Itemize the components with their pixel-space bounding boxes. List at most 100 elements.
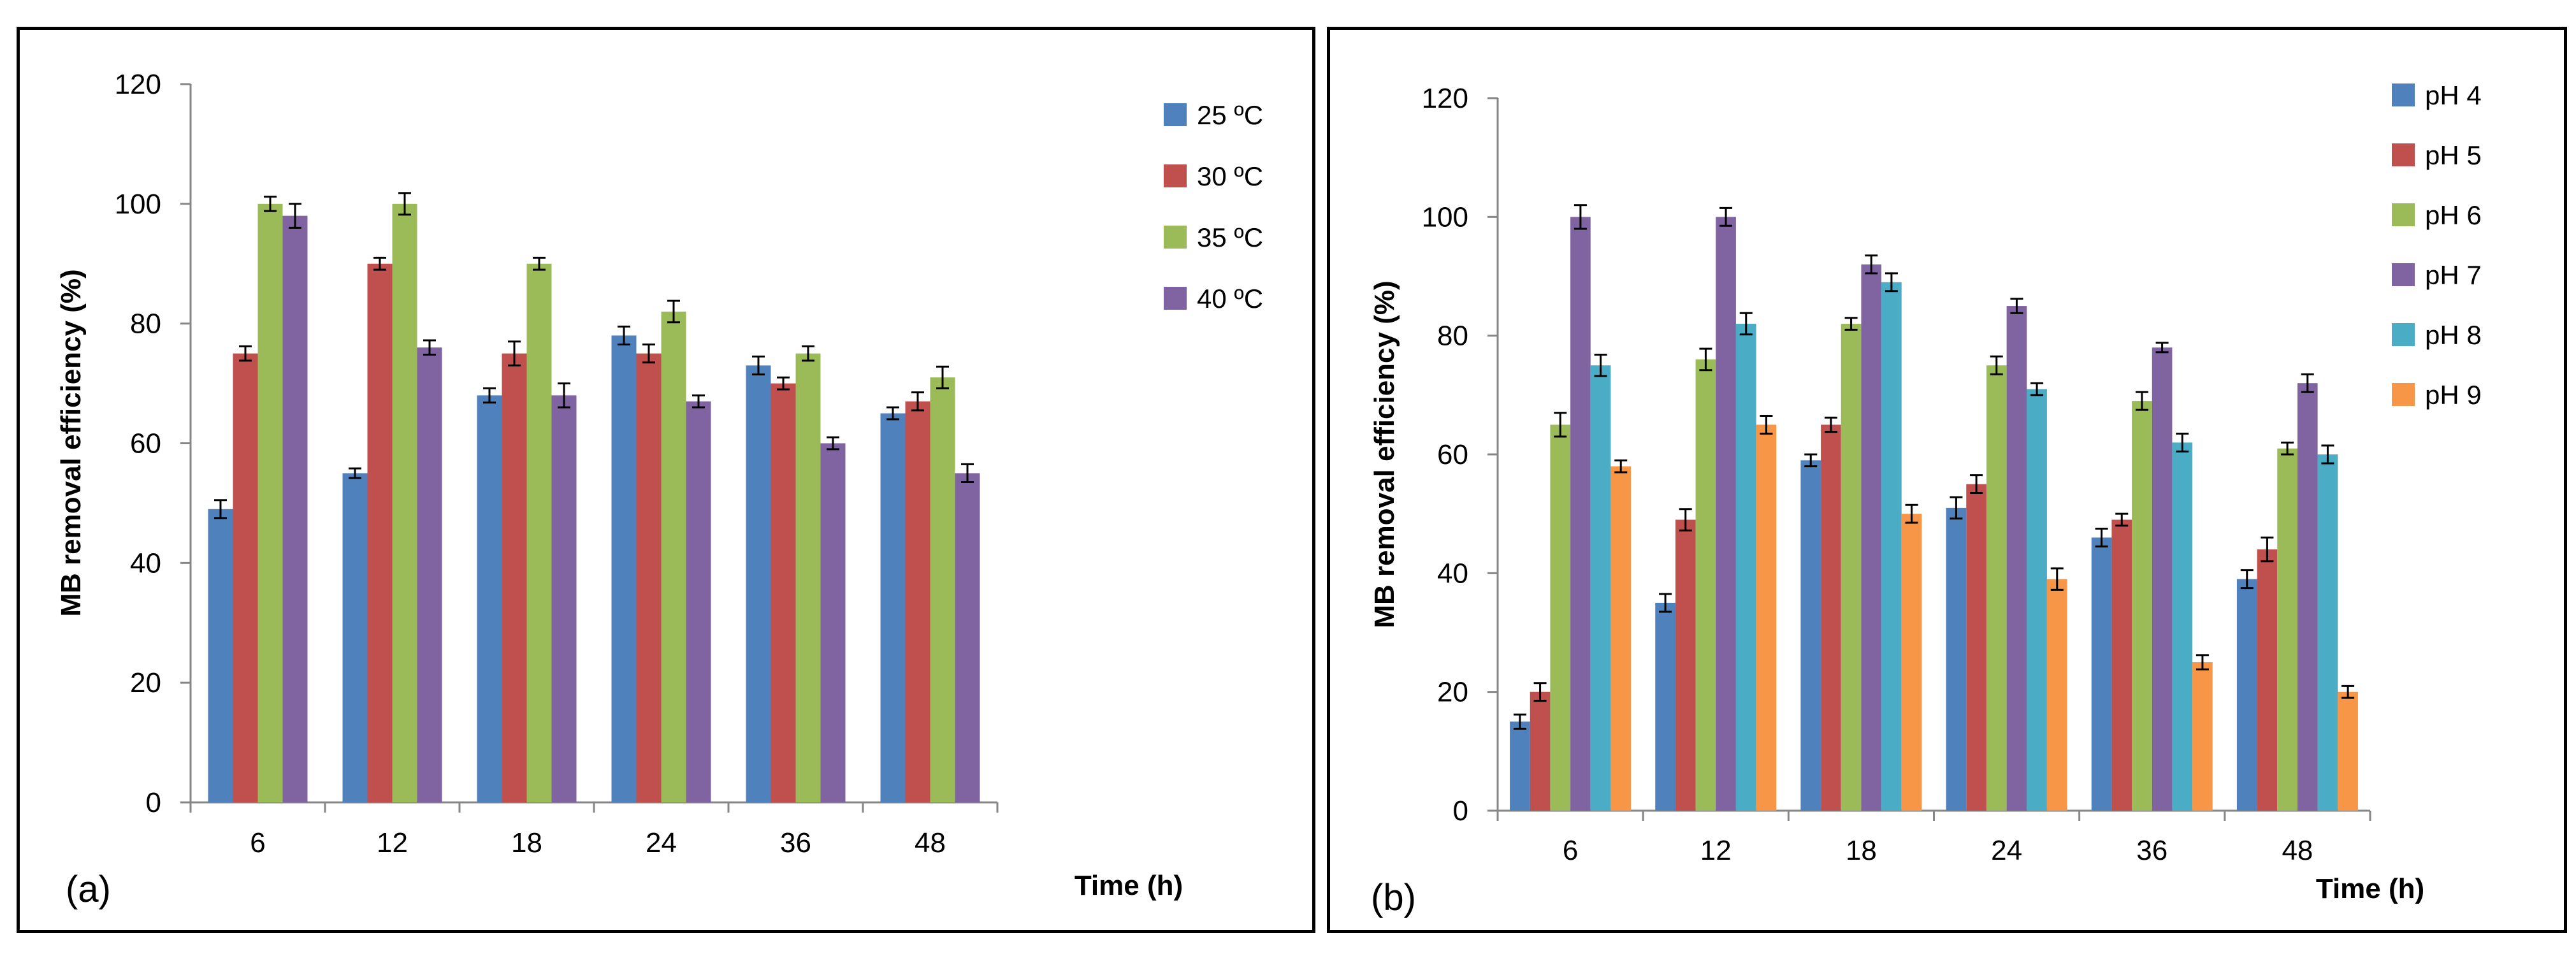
y-tick-label: 120	[115, 69, 161, 100]
bar-ph-4-12	[1655, 602, 1675, 811]
bar-ph-4-6	[1510, 721, 1530, 811]
chart-a-svg: 0 20 40 60 80 100 120 6 12 18 24 36 48 MB removal eff…	[55, 69, 1263, 910]
y-tick-label: 40	[130, 547, 161, 579]
x-tick-label: 24	[646, 827, 677, 858]
y-axis-title: MB removal efficiency (%)	[1369, 280, 1400, 628]
bar-25-c-18	[477, 395, 502, 802]
x-tick-label: 12	[1700, 835, 1732, 866]
x-tick-label: 36	[780, 827, 811, 858]
y-tick-label: 40	[1437, 558, 1468, 589]
bar-ph-9-6	[1610, 466, 1632, 811]
legend-label: pH 9	[2425, 380, 2482, 410]
bar-ph-4-48	[2236, 579, 2257, 811]
bar-ph-7-24	[2006, 306, 2027, 811]
y-tick-label: 100	[115, 189, 161, 220]
bar-25-c-24	[611, 335, 637, 802]
bar-ph-6-36	[2132, 401, 2152, 811]
bar-35-c-36	[795, 353, 821, 802]
x-tick-label: 48	[915, 827, 946, 858]
bar-ph-8-36	[2172, 442, 2193, 811]
y-tick-label: 60	[130, 428, 161, 460]
bar-ph-7-48	[2297, 383, 2318, 811]
y-tick-label: 20	[130, 667, 161, 699]
bar-ph-9-36	[2192, 662, 2213, 811]
legend-swatch	[2392, 203, 2415, 226]
bar-40-c-36	[820, 443, 846, 802]
bar-ph-4-24	[1946, 507, 1967, 811]
legend-label: pH 7	[2425, 260, 2482, 290]
bar-25-c-12	[342, 473, 368, 802]
bar-ph-9-12	[1756, 424, 1777, 811]
bar-ph-6-6	[1550, 424, 1571, 811]
legend-label: 40 ºC	[1197, 284, 1263, 314]
bar-ph-6-48	[2277, 448, 2297, 811]
x-tick-label: 18	[511, 827, 542, 858]
bar-40-c-24	[686, 401, 711, 802]
bar-ph-5-18	[1821, 424, 1841, 811]
bar-ph-7-18	[1861, 264, 1882, 811]
bar-30-c-48	[905, 401, 930, 802]
legend-swatch	[1164, 103, 1187, 126]
bar-ph-6-24	[1986, 365, 2007, 811]
bar-40-c-18	[551, 395, 577, 802]
bar-30-c-18	[502, 353, 527, 802]
legend-swatch	[1164, 164, 1187, 187]
bar-25-c-6	[208, 509, 233, 802]
bar-40-c-12	[417, 347, 442, 802]
bar-35-c-18	[526, 263, 552, 802]
chart-b-svg: 0 20 40 60 80 100 120 6 12 18 24 36 48 MB removal eff…	[1369, 80, 2482, 918]
x-tick-label: 6	[1563, 835, 1578, 866]
chart-panel-b: 0 20 40 60 80 100 120 6 12 18 24 36 48 MB removal eff…	[1327, 27, 2567, 933]
y-axis-title: MB removal efficiency (%)	[55, 269, 87, 616]
x-tick-label: 36	[2136, 835, 2167, 866]
bar-30-c-6	[233, 353, 258, 802]
legend-swatch	[2392, 383, 2415, 406]
bar-35-c-24	[661, 311, 686, 803]
bar-ph-6-12	[1695, 359, 1716, 811]
bar-40-c-48	[955, 473, 980, 802]
y-tick-label: 80	[1437, 321, 1468, 352]
y-tick-label: 100	[1422, 201, 1468, 233]
legend-label: pH 4	[2425, 80, 2482, 110]
bar-ph-6-18	[1841, 324, 1862, 811]
bar-ph-8-24	[2027, 389, 2047, 811]
bar-ph-4-36	[2091, 537, 2112, 811]
bar-35-c-6	[257, 203, 283, 802]
bar-35-c-48	[930, 377, 955, 802]
legend-swatch	[2392, 263, 2415, 286]
bar-25-c-48	[880, 413, 906, 802]
y-tick-label: 60	[1437, 439, 1468, 470]
panel-label: (b)	[1371, 877, 1416, 918]
bar-30-c-36	[771, 383, 796, 802]
bar-30-c-12	[367, 263, 393, 802]
bar-40-c-6	[282, 215, 308, 802]
legend-label: pH 5	[2425, 140, 2482, 170]
legend-label: pH 8	[2425, 320, 2482, 350]
bar-ph-7-36	[2152, 347, 2173, 811]
legend-swatch	[1164, 226, 1187, 249]
x-tick-label: 48	[2282, 835, 2313, 866]
panel-label: (a)	[66, 869, 111, 910]
bar-ph-7-12	[1716, 217, 1736, 811]
x-tick-label: 24	[1991, 835, 2022, 866]
x-axis-title: Time (h)	[2316, 873, 2424, 904]
y-tick-label: 120	[1422, 83, 1468, 114]
legend-label: 25 ºC	[1197, 100, 1263, 130]
bar-30-c-24	[636, 353, 662, 802]
y-tick-label: 0	[146, 787, 161, 818]
legend-label: pH 6	[2425, 200, 2482, 230]
bar-ph-8-48	[2317, 454, 2338, 811]
legend-swatch	[1164, 287, 1187, 310]
x-tick-label: 18	[1846, 835, 1877, 866]
bar-ph-9-18	[1901, 514, 1922, 811]
bar-ph-8-12	[1735, 324, 1756, 811]
bar-ph-8-18	[1881, 282, 1902, 811]
x-axis-title: Time (h)	[1075, 870, 1183, 901]
bar-ph-8-6	[1590, 365, 1611, 811]
legend-swatch	[2392, 83, 2415, 106]
legend-label: 30 ºC	[1197, 161, 1263, 191]
bar-25-c-36	[746, 365, 771, 802]
y-tick-label: 0	[1453, 795, 1468, 827]
bar-ph-5-48	[2257, 549, 2278, 811]
bar-ph-7-6	[1570, 217, 1591, 811]
